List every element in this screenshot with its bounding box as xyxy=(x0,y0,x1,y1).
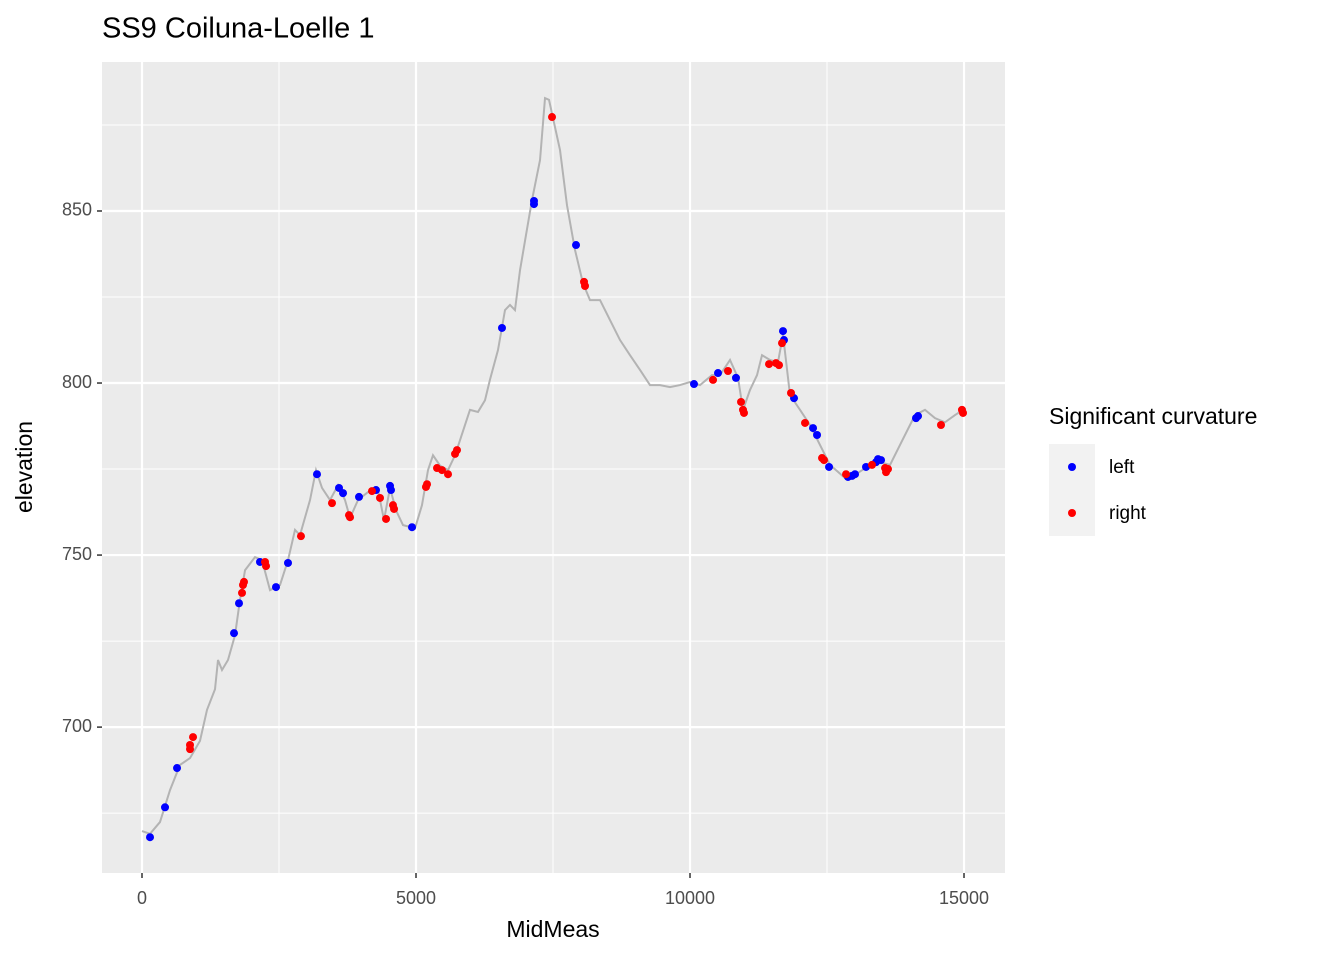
point xyxy=(581,281,590,290)
point xyxy=(189,733,198,742)
point xyxy=(548,113,557,122)
y-tick-label: 800 xyxy=(62,372,92,392)
point xyxy=(813,430,822,439)
x-axis-label: MidMeas xyxy=(506,916,599,942)
legend-label: right xyxy=(1109,503,1147,524)
point xyxy=(723,366,732,375)
point xyxy=(825,462,834,471)
y-axis-label: elevation xyxy=(11,421,37,513)
point xyxy=(775,361,784,370)
point xyxy=(283,558,292,567)
point xyxy=(765,360,774,369)
legend-title: Significant curvature xyxy=(1049,403,1257,429)
point xyxy=(787,389,796,398)
point xyxy=(884,465,893,474)
y-tick-label: 750 xyxy=(62,544,92,564)
chart-title: SS9 Coiluna-Loelle 1 xyxy=(102,13,374,45)
point xyxy=(936,421,945,430)
point xyxy=(819,456,828,465)
point xyxy=(737,397,746,406)
point xyxy=(382,514,391,523)
point xyxy=(801,418,810,427)
point xyxy=(842,470,851,479)
point xyxy=(368,487,377,496)
point xyxy=(709,375,718,384)
point xyxy=(959,408,968,417)
point xyxy=(452,446,461,455)
legend-swatch xyxy=(1068,509,1076,517)
x-tick-label: 0 xyxy=(137,888,147,908)
point xyxy=(239,577,248,586)
point xyxy=(312,470,321,479)
point xyxy=(327,499,336,508)
point xyxy=(690,380,699,389)
x-tick-label: 10000 xyxy=(665,888,715,908)
point xyxy=(437,466,446,475)
point xyxy=(262,562,271,571)
point xyxy=(714,369,723,378)
point xyxy=(355,492,364,501)
point xyxy=(235,599,244,608)
point xyxy=(387,486,396,495)
x-tick-label: 15000 xyxy=(939,888,989,908)
point xyxy=(851,470,860,479)
point xyxy=(238,588,247,597)
point xyxy=(867,460,876,469)
point xyxy=(376,493,385,502)
point xyxy=(444,470,453,479)
point xyxy=(497,323,506,332)
point xyxy=(529,200,538,209)
point xyxy=(296,532,305,541)
point xyxy=(161,803,170,812)
point xyxy=(739,408,748,417)
point xyxy=(339,489,348,498)
point xyxy=(186,745,195,754)
y-tick-label: 700 xyxy=(62,716,92,736)
x-tick-label: 5000 xyxy=(396,888,436,908)
point xyxy=(271,583,280,592)
point xyxy=(731,373,740,382)
point xyxy=(173,764,182,773)
point xyxy=(146,833,155,842)
legend-swatch xyxy=(1068,463,1076,471)
point xyxy=(423,480,432,489)
point xyxy=(230,629,239,638)
legend-label: left xyxy=(1109,457,1135,478)
point xyxy=(778,339,787,348)
point xyxy=(390,504,399,513)
point xyxy=(914,412,923,421)
point xyxy=(346,513,355,522)
point xyxy=(572,241,581,250)
point xyxy=(408,523,417,532)
point xyxy=(809,424,818,433)
y-tick-label: 850 xyxy=(62,200,92,220)
point xyxy=(779,327,788,336)
point xyxy=(877,456,886,465)
